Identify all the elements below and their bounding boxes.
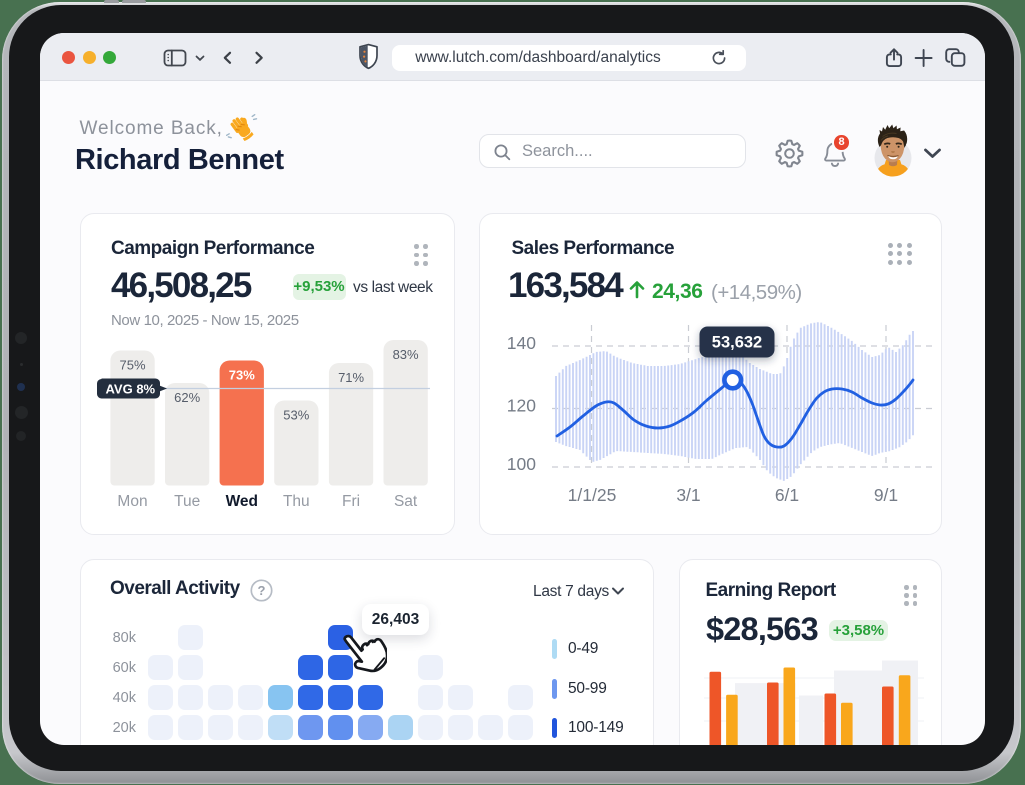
svg-text:100: 100 [507, 454, 536, 474]
svg-text:Mon: Mon [117, 493, 147, 510]
svg-text:62%: 62% [174, 390, 200, 405]
svg-text:75%: 75% [119, 358, 145, 373]
svg-text:1/1/25: 1/1/25 [568, 485, 617, 505]
svg-text:9/1: 9/1 [874, 485, 898, 505]
svg-text:3/1: 3/1 [676, 485, 700, 505]
svg-text:53%: 53% [283, 408, 309, 423]
svg-text:AVG 8%: AVG 8% [106, 382, 156, 397]
svg-text:Fri: Fri [342, 493, 360, 510]
svg-text:53,632: 53,632 [712, 334, 762, 352]
svg-text:73%: 73% [229, 368, 255, 383]
svg-text:Sat: Sat [394, 493, 418, 510]
svg-text:6/1: 6/1 [775, 485, 799, 505]
svg-text:?: ? [258, 583, 266, 598]
svg-text:83%: 83% [393, 347, 419, 362]
svg-text:71%: 71% [338, 370, 364, 385]
svg-text:140: 140 [507, 333, 536, 353]
svg-text:120: 120 [507, 396, 536, 416]
svg-text:Wed: Wed [226, 493, 258, 510]
svg-text:Thu: Thu [283, 493, 310, 510]
svg-text:Tue: Tue [174, 493, 200, 510]
